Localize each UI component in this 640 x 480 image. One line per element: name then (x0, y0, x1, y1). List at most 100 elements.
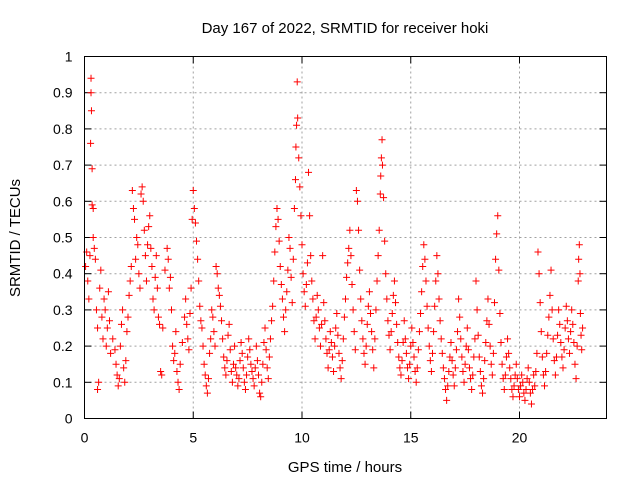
data-point (409, 338, 417, 346)
data-point (467, 375, 475, 383)
data-point (372, 306, 380, 314)
data-point (484, 295, 492, 303)
data-point (482, 338, 490, 346)
data-point (442, 386, 450, 394)
data-point (559, 364, 567, 372)
data-point (146, 212, 154, 220)
data-point (538, 353, 546, 361)
data-point (348, 281, 356, 289)
data-point (134, 241, 142, 249)
data-point (295, 154, 303, 162)
data-point (480, 375, 488, 383)
data-point (301, 302, 309, 310)
data-point (136, 284, 144, 292)
data-point (323, 349, 331, 357)
data-point (140, 226, 148, 234)
data-point (388, 310, 396, 318)
data-point (500, 386, 508, 394)
data-point (406, 360, 414, 368)
data-point (94, 324, 102, 332)
data-point (443, 396, 451, 404)
data-point (531, 382, 539, 390)
data-point (112, 360, 120, 368)
data-point (100, 295, 108, 303)
data-point (270, 277, 278, 285)
data-point (558, 353, 566, 361)
data-point (473, 306, 481, 314)
data-point (94, 386, 102, 394)
data-point (410, 353, 418, 361)
data-point (262, 346, 270, 354)
x-axis-label: GPS time / hours (288, 459, 402, 476)
data-point (263, 364, 271, 372)
data-point (425, 342, 433, 350)
data-point (369, 346, 377, 354)
x-tick-label: 10 (294, 430, 310, 446)
data-point (125, 291, 133, 299)
data-point (294, 114, 302, 122)
data-point (104, 288, 112, 296)
data-point (373, 277, 381, 285)
data-point (199, 342, 207, 350)
data-point (524, 364, 532, 372)
data-point (489, 349, 497, 357)
data-point (560, 346, 568, 354)
data-point (151, 273, 159, 281)
data-point (234, 382, 242, 390)
data-point (176, 360, 184, 368)
data-point (530, 371, 538, 379)
data-point (417, 310, 425, 318)
data-point (251, 364, 259, 372)
data-point (236, 357, 244, 365)
data-point (556, 320, 564, 328)
data-point (170, 357, 178, 365)
data-point (362, 342, 370, 350)
data-point (101, 306, 109, 314)
data-point (550, 357, 558, 365)
data-point (331, 342, 339, 350)
data-point (423, 302, 431, 310)
data-point (381, 237, 389, 245)
data-point (286, 244, 294, 252)
data-point (513, 375, 521, 383)
data-point (209, 313, 217, 321)
data-point (191, 219, 199, 227)
data-point (486, 342, 494, 350)
data-point (525, 378, 533, 386)
data-point (216, 302, 224, 310)
data-point (549, 335, 557, 343)
data-point (159, 324, 167, 332)
data-point (529, 386, 537, 394)
data-point (103, 324, 111, 332)
y-tick-label: 0.1 (53, 374, 73, 390)
data-point (261, 324, 269, 332)
data-point (137, 190, 145, 198)
data-point (258, 378, 266, 386)
data-point (576, 270, 584, 278)
data-point (338, 357, 346, 365)
data-point (232, 364, 240, 372)
x-tick-label: 20 (512, 430, 528, 446)
data-point (579, 324, 587, 332)
data-point (520, 389, 528, 397)
data-point (229, 360, 237, 368)
data-point (326, 328, 334, 336)
data-point (357, 295, 365, 303)
data-point (309, 295, 317, 303)
data-point (253, 357, 261, 365)
data-point (115, 375, 123, 383)
data-point (92, 306, 100, 314)
data-point (282, 306, 290, 314)
y-tick-label: 0.4 (53, 266, 73, 282)
data-point (238, 349, 246, 357)
data-point (237, 338, 245, 346)
data-point (124, 313, 132, 321)
data-point (116, 342, 124, 350)
data-point (248, 367, 256, 375)
data-point (516, 393, 523, 401)
data-point (440, 375, 448, 383)
data-point (86, 252, 94, 260)
data-point (318, 320, 326, 328)
data-point (488, 371, 496, 379)
data-point (389, 291, 397, 299)
